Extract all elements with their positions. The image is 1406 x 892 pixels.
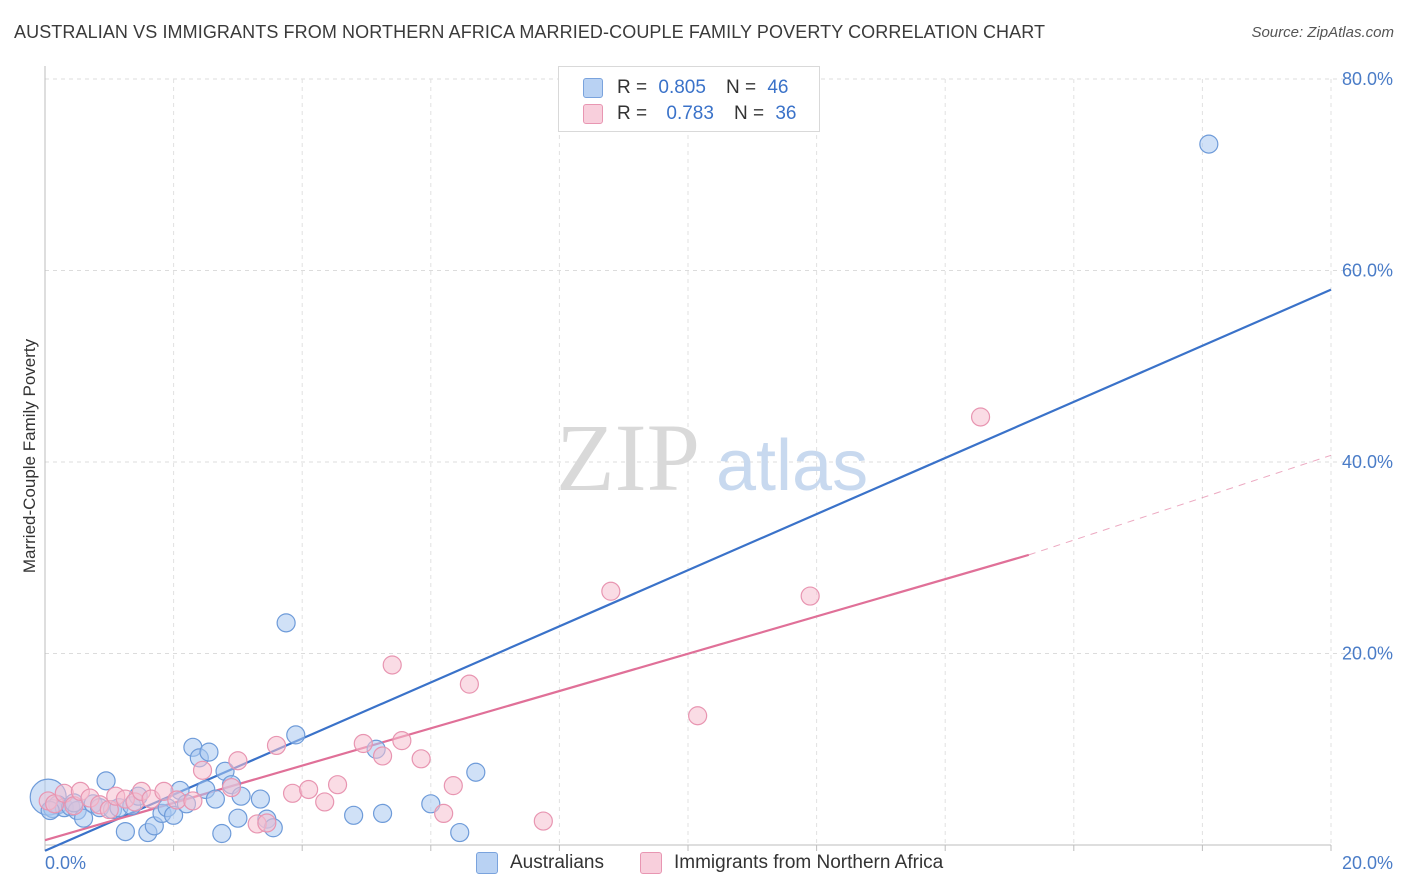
point-immigrants — [299, 779, 319, 800]
legend-swatch-pink — [583, 104, 603, 124]
point-australians — [344, 805, 364, 825]
legend-swatch-blue — [583, 78, 603, 98]
watermark: ZIP atlas — [556, 404, 868, 511]
series-swatch-blue — [476, 852, 498, 874]
point-australians — [450, 822, 470, 843]
point-australians — [205, 789, 225, 809]
x-tick-label: 20.0% — [1342, 853, 1393, 873]
watermark-atlas: atlas — [716, 426, 868, 506]
watermark-zip: ZIP — [556, 404, 700, 511]
point-australians — [1199, 134, 1219, 154]
x-tick-label: 0.0% — [45, 853, 86, 873]
grid-lines — [45, 78, 1361, 845]
legend-n-label: N = — [733, 103, 765, 124]
point-australians — [228, 808, 248, 828]
point-immigrants — [601, 581, 621, 601]
trendline-australians — [44, 288, 1332, 852]
point-australians — [212, 823, 232, 844]
point-australians — [286, 725, 306, 745]
axes — [44, 66, 1332, 851]
correlation-legend: R = 0.805 N = 46 R = 0.783 N = 36 — [558, 66, 820, 132]
point-immigrants — [459, 674, 479, 694]
point-immigrants — [970, 407, 991, 427]
point-australians — [372, 803, 393, 824]
point-immigrants — [167, 790, 187, 810]
point-australians — [115, 821, 135, 842]
point-australians — [466, 762, 486, 782]
point-immigrants — [192, 760, 213, 780]
data-points — [29, 134, 1219, 844]
point-immigrants — [183, 791, 203, 811]
legend-r-label: R = — [617, 77, 648, 98]
legend-n-value: 46 — [767, 77, 789, 98]
point-immigrants — [434, 803, 454, 824]
point-immigrants — [266, 735, 287, 756]
point-australians — [276, 613, 296, 633]
point-immigrants — [800, 586, 820, 606]
point-immigrants — [392, 731, 412, 751]
point-immigrants — [688, 706, 708, 726]
legend-row-australians: R = 0.805 N = 46 — [583, 75, 788, 101]
series-legend: Australians Immigrants from Northern Afr… — [0, 852, 1406, 876]
point-immigrants — [533, 811, 553, 831]
y-tick-label: 80.0% — [1342, 69, 1393, 89]
point-immigrants — [228, 751, 248, 771]
point-australians — [250, 789, 271, 809]
legend-r-value: 0.783 — [666, 103, 714, 124]
y-tick-label: 40.0% — [1342, 452, 1393, 472]
series-legend-label: Australians — [510, 852, 604, 873]
point-australians — [96, 771, 116, 791]
legend-n-value: 36 — [775, 103, 797, 124]
point-immigrants — [411, 749, 431, 769]
series-legend-immigrants[interactable]: Immigrants from Northern Africa — [640, 852, 943, 874]
y-tick-label: 20.0% — [1342, 644, 1393, 664]
point-immigrants — [315, 792, 335, 812]
chart-title: AUSTRALIAN VS IMMIGRANTS FROM NORTHERN A… — [14, 22, 1046, 42]
legend-row-immigrants: R = 0.783 N = 36 — [583, 101, 796, 127]
legend-r-label: R = — [617, 103, 648, 124]
tick-labels: 20.0% 40.0% 60.0% 80.0% 0.0% 20.0% — [45, 69, 1393, 873]
point-immigrants — [327, 775, 348, 795]
source-label: Source: ZipAtlas.com — [1251, 24, 1394, 41]
legend-n-label: N = — [725, 77, 757, 98]
point-immigrants — [372, 746, 393, 766]
point-immigrants — [257, 813, 277, 833]
point-immigrants — [282, 783, 303, 803]
point-australians — [199, 742, 219, 762]
point-immigrants — [221, 777, 242, 798]
trendline-immigrants-projection — [1028, 454, 1332, 556]
legend-r-value: 0.805 — [658, 77, 706, 98]
y-tick-label: 60.0% — [1342, 261, 1393, 281]
point-immigrants — [443, 776, 463, 796]
series-swatch-pink — [640, 852, 662, 874]
series-legend-australians[interactable]: Australians — [476, 852, 604, 874]
point-australians — [421, 794, 441, 814]
point-immigrants — [382, 655, 402, 675]
series-legend-label: Immigrants from Northern Africa — [674, 852, 944, 873]
point-immigrants — [353, 733, 373, 754]
y-axis-label: Married-Couple Family Poverty — [20, 338, 39, 573]
